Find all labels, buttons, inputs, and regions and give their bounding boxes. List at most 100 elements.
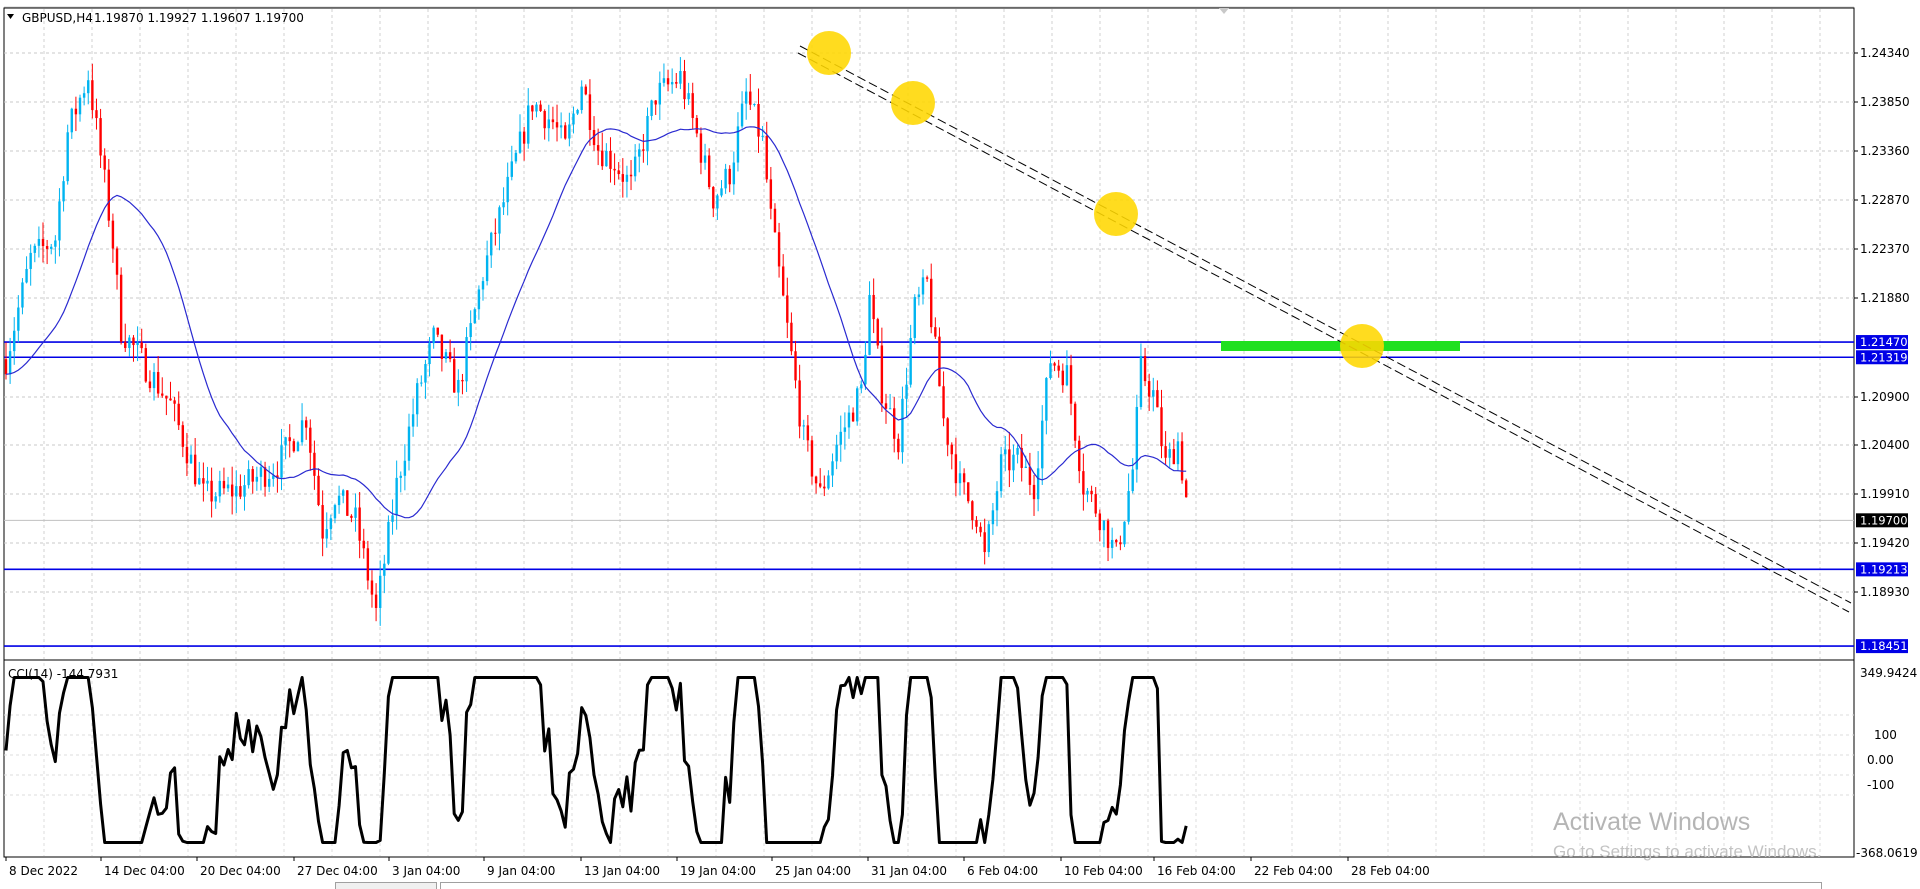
cci-line [4, 676, 1188, 844]
candle-body [1110, 539, 1114, 548]
candle-body [934, 327, 937, 337]
candle-body [436, 327, 439, 335]
candle-body [757, 104, 760, 137]
candle-body [716, 195, 719, 209]
time-tick-label: 6 Feb 04:00 [967, 864, 1038, 878]
candle-body [638, 149, 641, 157]
trendline-upper[interactable] [799, 45, 1852, 604]
candle-body [341, 490, 345, 496]
candle-body [448, 352, 452, 360]
time-tick-label: 31 Jan 04:00 [871, 864, 947, 878]
candle-body [1094, 494, 1097, 514]
candle-body [156, 372, 160, 394]
candle-body [407, 426, 411, 461]
highlight-circle [807, 31, 851, 75]
candle-body [1032, 484, 1036, 500]
candle-body [432, 327, 435, 344]
candle-body [893, 408, 896, 439]
candle-body [518, 131, 522, 153]
collapse-triangle-icon[interactable] [7, 14, 14, 19]
candle-body [925, 277, 929, 279]
trendline-lower[interactable] [797, 52, 1850, 613]
candle-body [284, 437, 287, 446]
candle-body [473, 309, 476, 324]
candle-body [490, 232, 493, 256]
candle-body [613, 168, 616, 171]
candle-body [387, 521, 390, 564]
candle-body [1061, 370, 1065, 386]
candle-body [1049, 363, 1052, 379]
price-tick-label: 1.19910 [1860, 487, 1910, 501]
candle-body [736, 126, 740, 163]
candle-body [235, 486, 238, 497]
candle-body [666, 78, 670, 85]
candle-body [1024, 466, 1027, 468]
candle-body [272, 475, 275, 479]
candle-body [983, 532, 986, 553]
candle-body [753, 104, 756, 106]
candle-body [720, 188, 723, 196]
candle-body [999, 454, 1003, 492]
candle-body [263, 467, 267, 487]
price-tag-box [1856, 335, 1908, 350]
chart-header: GBPUSD,H4 1.19870 1.19927 1.19607 1.1970… [7, 11, 304, 25]
candle-body [329, 518, 333, 530]
price-tick-label: 1.23360 [1860, 144, 1910, 158]
price-tick-label: 1.21880 [1860, 291, 1910, 305]
price-tag-label: 1.21319 [1860, 350, 1908, 364]
candle-body [362, 540, 365, 549]
chart-scrollbar[interactable] [440, 882, 1822, 889]
candle-body [1020, 447, 1023, 468]
candle-body [584, 86, 588, 95]
price-tick-label: 1.22370 [1860, 242, 1910, 256]
price-tick-label: 1.19420 [1860, 536, 1910, 550]
candle-body [313, 452, 316, 476]
trendline[interactable] [797, 45, 1852, 613]
candle-body [218, 480, 222, 497]
candle-body [1053, 363, 1056, 366]
candle-body [527, 105, 530, 144]
candle-body [41, 238, 45, 247]
time-tick-label: 28 Feb 04:00 [1351, 864, 1430, 878]
candle-body [465, 337, 468, 382]
candle-body [498, 207, 501, 234]
candle-body [152, 372, 156, 389]
candle-body [411, 414, 415, 427]
candle-body [938, 336, 941, 387]
candle-body [769, 179, 773, 209]
candle-body [461, 379, 464, 382]
time-tick-label: 25 Jan 04:00 [775, 864, 851, 878]
candle-body [1057, 365, 1060, 371]
candle-body [905, 384, 908, 399]
candle-body [4, 359, 8, 375]
candle-body [1004, 449, 1007, 455]
candle-body [851, 412, 855, 422]
cci-tick-label: 100 [1874, 728, 1897, 742]
ohlc-values: 1.19870 1.19927 1.19607 1.19700 [94, 11, 304, 25]
candle-body [107, 169, 111, 221]
candle-body [317, 475, 320, 506]
candle-body [950, 444, 953, 455]
candle-body [839, 431, 842, 445]
candle-body [346, 490, 349, 516]
shift-marker-icon[interactable] [1219, 8, 1229, 14]
chart-tab[interactable] [335, 882, 437, 889]
candle-body [732, 162, 736, 185]
candle-body [21, 282, 24, 308]
candle-body [559, 125, 563, 128]
candle-body [111, 220, 115, 249]
candle-body [646, 115, 649, 151]
candle-body [765, 135, 768, 180]
candle-body [206, 480, 209, 484]
candle-body [1069, 365, 1073, 404]
candle-body [555, 122, 559, 128]
candle-body [543, 110, 546, 129]
time-tick-label: 9 Jan 04:00 [487, 864, 555, 878]
candle-body [370, 580, 374, 595]
time-tick-label: 13 Jan 04:00 [584, 864, 660, 878]
cci-tick-label: 349.9424 [1860, 666, 1917, 680]
candle-body [296, 442, 300, 452]
candle-body [687, 93, 690, 100]
highlight-circles [807, 31, 1384, 368]
